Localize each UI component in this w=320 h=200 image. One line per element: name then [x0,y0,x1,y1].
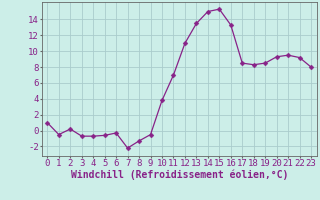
X-axis label: Windchill (Refroidissement éolien,°C): Windchill (Refroidissement éolien,°C) [70,169,288,180]
